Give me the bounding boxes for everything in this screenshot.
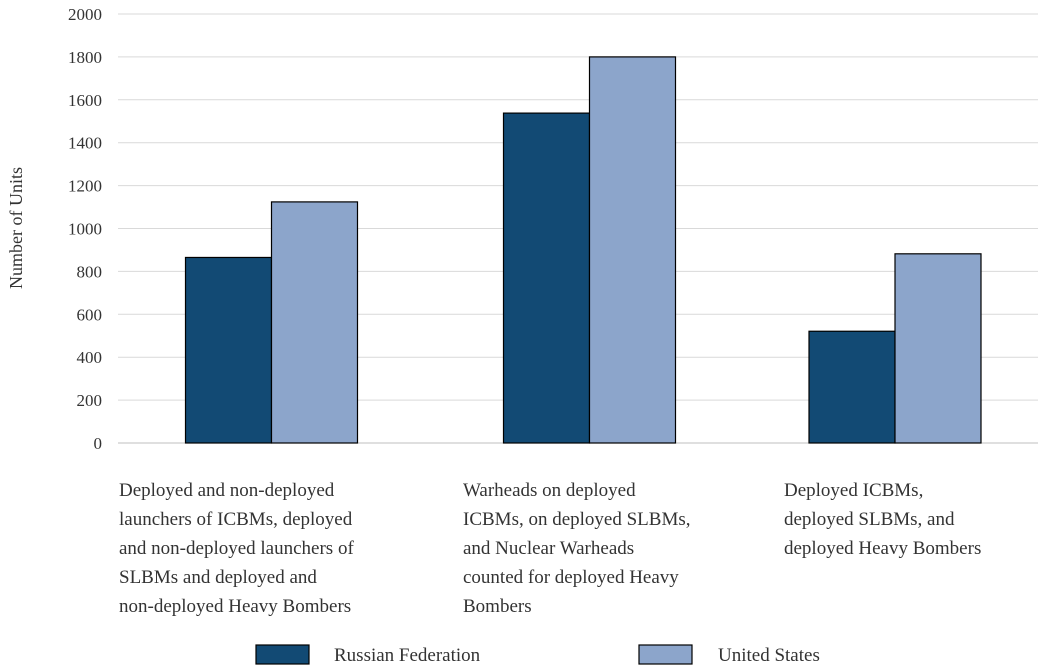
y-tick-label: 0 — [94, 434, 103, 453]
y-tick-label: 1600 — [68, 91, 102, 110]
y-tick-label: 1200 — [68, 177, 102, 196]
category-label-line: SLBMs and deployed and — [119, 567, 317, 588]
category-label-line: deployed Heavy Bombers — [784, 538, 981, 559]
legend-label: Russian Federation — [334, 645, 481, 666]
category-label-line: Bombers — [463, 596, 532, 617]
y-tick-label: 200 — [77, 391, 103, 410]
legend: Russian Federation United States — [255, 644, 820, 666]
category-label-line: Warheads on deployed — [463, 480, 636, 501]
legend-label: United States — [718, 645, 820, 666]
y-tick-label: 1400 — [68, 134, 102, 153]
category-label: Deployed ICBMs, deployed SLBMs, and deploy… — [784, 480, 981, 559]
category-label: Warheads on deployed ICBMs, on deployed S… — [463, 480, 691, 617]
category-label-line: Deployed ICBMs, — [784, 480, 923, 501]
legend-swatch-united-states — [638, 644, 693, 665]
legend-swatch-russian-federation — [255, 644, 310, 665]
category-label-line: and Nuclear Warheads — [463, 538, 634, 559]
y-tick-label: 600 — [77, 305, 103, 324]
category-label: Deployed and non-deployed launchers of IC… — [119, 480, 354, 617]
y-tick-labels: 0 200 400 600 800 1000 1200 1400 1600 1800 2000 — [68, 5, 102, 453]
bar-united-states-1 — [270, 201, 359, 444]
category-label-line: counted for deployed Heavy — [463, 567, 679, 588]
y-tick-label: 400 — [77, 348, 103, 367]
bar-united-states-2 — [588, 56, 677, 444]
category-label-line: Deployed and non-deployed — [119, 480, 335, 501]
y-tick-label: 1000 — [68, 220, 102, 239]
y-tick-label: 2000 — [68, 5, 102, 24]
bars — [184, 56, 982, 444]
category-labels: Deployed and non-deployed launchers of IC… — [119, 480, 981, 617]
bar-russian-federation-1 — [184, 256, 273, 444]
bar-united-states-3 — [894, 253, 982, 444]
category-label-line: deployed SLBMs, and — [784, 509, 955, 530]
bar-russian-federation-3 — [808, 330, 896, 444]
category-label-line: launchers of ICBMs, deployed — [119, 509, 353, 530]
bar-russian-federation-2 — [502, 112, 591, 444]
category-label-line: ICBMs, on deployed SLBMs, — [463, 509, 691, 530]
y-axis-label: Number of Units — [6, 167, 26, 289]
category-label-line: non-deployed Heavy Bombers — [119, 596, 351, 617]
y-tick-label: 1800 — [68, 48, 102, 67]
y-tick-label: 800 — [77, 262, 103, 281]
category-label-line: and non-deployed launchers of — [119, 538, 354, 559]
